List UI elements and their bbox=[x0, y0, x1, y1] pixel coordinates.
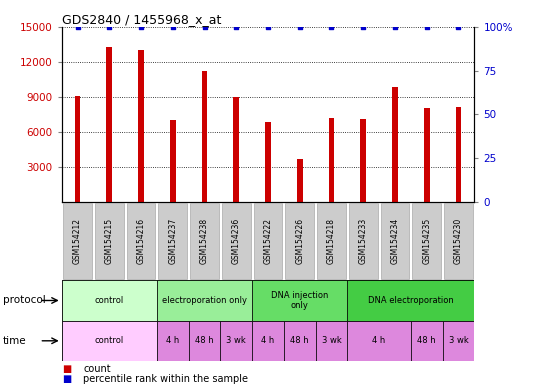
Text: GSM154237: GSM154237 bbox=[168, 218, 177, 264]
Text: GSM154226: GSM154226 bbox=[295, 218, 304, 264]
FancyBboxPatch shape bbox=[189, 321, 220, 361]
Text: GSM154218: GSM154218 bbox=[327, 218, 336, 264]
Bar bbox=[392, 88, 398, 202]
FancyBboxPatch shape bbox=[317, 203, 346, 279]
Point bbox=[295, 24, 304, 30]
Point bbox=[391, 24, 399, 30]
Text: 4 h: 4 h bbox=[373, 336, 386, 345]
Text: protocol: protocol bbox=[3, 295, 46, 306]
Bar bbox=[107, 47, 112, 202]
Text: GSM154233: GSM154233 bbox=[359, 218, 368, 264]
Text: GSM154234: GSM154234 bbox=[391, 218, 399, 264]
Text: 48 h: 48 h bbox=[291, 336, 309, 345]
FancyBboxPatch shape bbox=[413, 203, 441, 279]
Text: 3 wk: 3 wk bbox=[226, 336, 246, 345]
Bar bbox=[202, 71, 207, 202]
Text: GSM154212: GSM154212 bbox=[73, 218, 82, 264]
Point bbox=[73, 24, 82, 30]
Text: GSM154230: GSM154230 bbox=[454, 218, 463, 264]
Point bbox=[105, 24, 114, 30]
Text: ■: ■ bbox=[62, 374, 71, 384]
Text: GDS2840 / 1455968_x_at: GDS2840 / 1455968_x_at bbox=[62, 13, 221, 26]
Point bbox=[422, 24, 431, 30]
FancyBboxPatch shape bbox=[411, 321, 443, 361]
Text: percentile rank within the sample: percentile rank within the sample bbox=[83, 374, 248, 384]
FancyBboxPatch shape bbox=[220, 321, 252, 361]
Text: GSM154236: GSM154236 bbox=[232, 218, 241, 264]
Bar bbox=[424, 108, 429, 202]
Point bbox=[200, 24, 209, 30]
FancyBboxPatch shape bbox=[126, 203, 155, 279]
FancyBboxPatch shape bbox=[159, 203, 187, 279]
Text: electroporation only: electroporation only bbox=[162, 296, 247, 305]
Bar bbox=[456, 107, 461, 202]
FancyBboxPatch shape bbox=[252, 280, 347, 321]
FancyBboxPatch shape bbox=[347, 321, 411, 361]
FancyBboxPatch shape bbox=[381, 203, 410, 279]
Point bbox=[232, 24, 241, 30]
FancyBboxPatch shape bbox=[443, 321, 474, 361]
FancyBboxPatch shape bbox=[316, 321, 347, 361]
Bar bbox=[138, 50, 144, 202]
Bar bbox=[233, 97, 239, 202]
Point bbox=[327, 24, 336, 30]
Text: DNA injection
only: DNA injection only bbox=[271, 291, 329, 310]
Text: 48 h: 48 h bbox=[418, 336, 436, 345]
Bar bbox=[329, 118, 334, 202]
Text: GSM154222: GSM154222 bbox=[264, 218, 272, 264]
Text: 3 wk: 3 wk bbox=[322, 336, 341, 345]
FancyBboxPatch shape bbox=[157, 280, 252, 321]
FancyBboxPatch shape bbox=[63, 203, 92, 279]
Text: 4 h: 4 h bbox=[262, 336, 274, 345]
FancyBboxPatch shape bbox=[284, 321, 316, 361]
FancyBboxPatch shape bbox=[349, 203, 377, 279]
FancyBboxPatch shape bbox=[222, 203, 250, 279]
Point bbox=[264, 24, 272, 30]
FancyBboxPatch shape bbox=[190, 203, 219, 279]
Text: GSM154235: GSM154235 bbox=[422, 218, 431, 264]
Text: count: count bbox=[83, 364, 111, 374]
Bar bbox=[265, 122, 271, 202]
Bar bbox=[75, 96, 80, 202]
Text: 4 h: 4 h bbox=[166, 336, 180, 345]
Bar bbox=[297, 159, 303, 202]
Point bbox=[359, 24, 368, 30]
Text: ■: ■ bbox=[62, 364, 71, 374]
FancyBboxPatch shape bbox=[347, 280, 474, 321]
FancyBboxPatch shape bbox=[157, 321, 189, 361]
Text: DNA electroporation: DNA electroporation bbox=[368, 296, 454, 305]
Text: time: time bbox=[3, 336, 26, 346]
FancyBboxPatch shape bbox=[95, 203, 124, 279]
Text: GSM154238: GSM154238 bbox=[200, 218, 209, 264]
Bar bbox=[360, 119, 366, 202]
FancyBboxPatch shape bbox=[444, 203, 473, 279]
FancyBboxPatch shape bbox=[254, 203, 282, 279]
FancyBboxPatch shape bbox=[62, 321, 157, 361]
Text: GSM154215: GSM154215 bbox=[105, 218, 114, 264]
FancyBboxPatch shape bbox=[62, 280, 157, 321]
Text: 48 h: 48 h bbox=[195, 336, 214, 345]
Bar bbox=[170, 120, 176, 202]
Point bbox=[168, 24, 177, 30]
FancyBboxPatch shape bbox=[252, 321, 284, 361]
Text: GSM154216: GSM154216 bbox=[137, 218, 145, 264]
Text: control: control bbox=[95, 336, 124, 345]
Point bbox=[137, 24, 145, 30]
FancyBboxPatch shape bbox=[286, 203, 314, 279]
Point bbox=[454, 24, 463, 30]
Text: control: control bbox=[95, 296, 124, 305]
Text: 3 wk: 3 wk bbox=[449, 336, 468, 345]
